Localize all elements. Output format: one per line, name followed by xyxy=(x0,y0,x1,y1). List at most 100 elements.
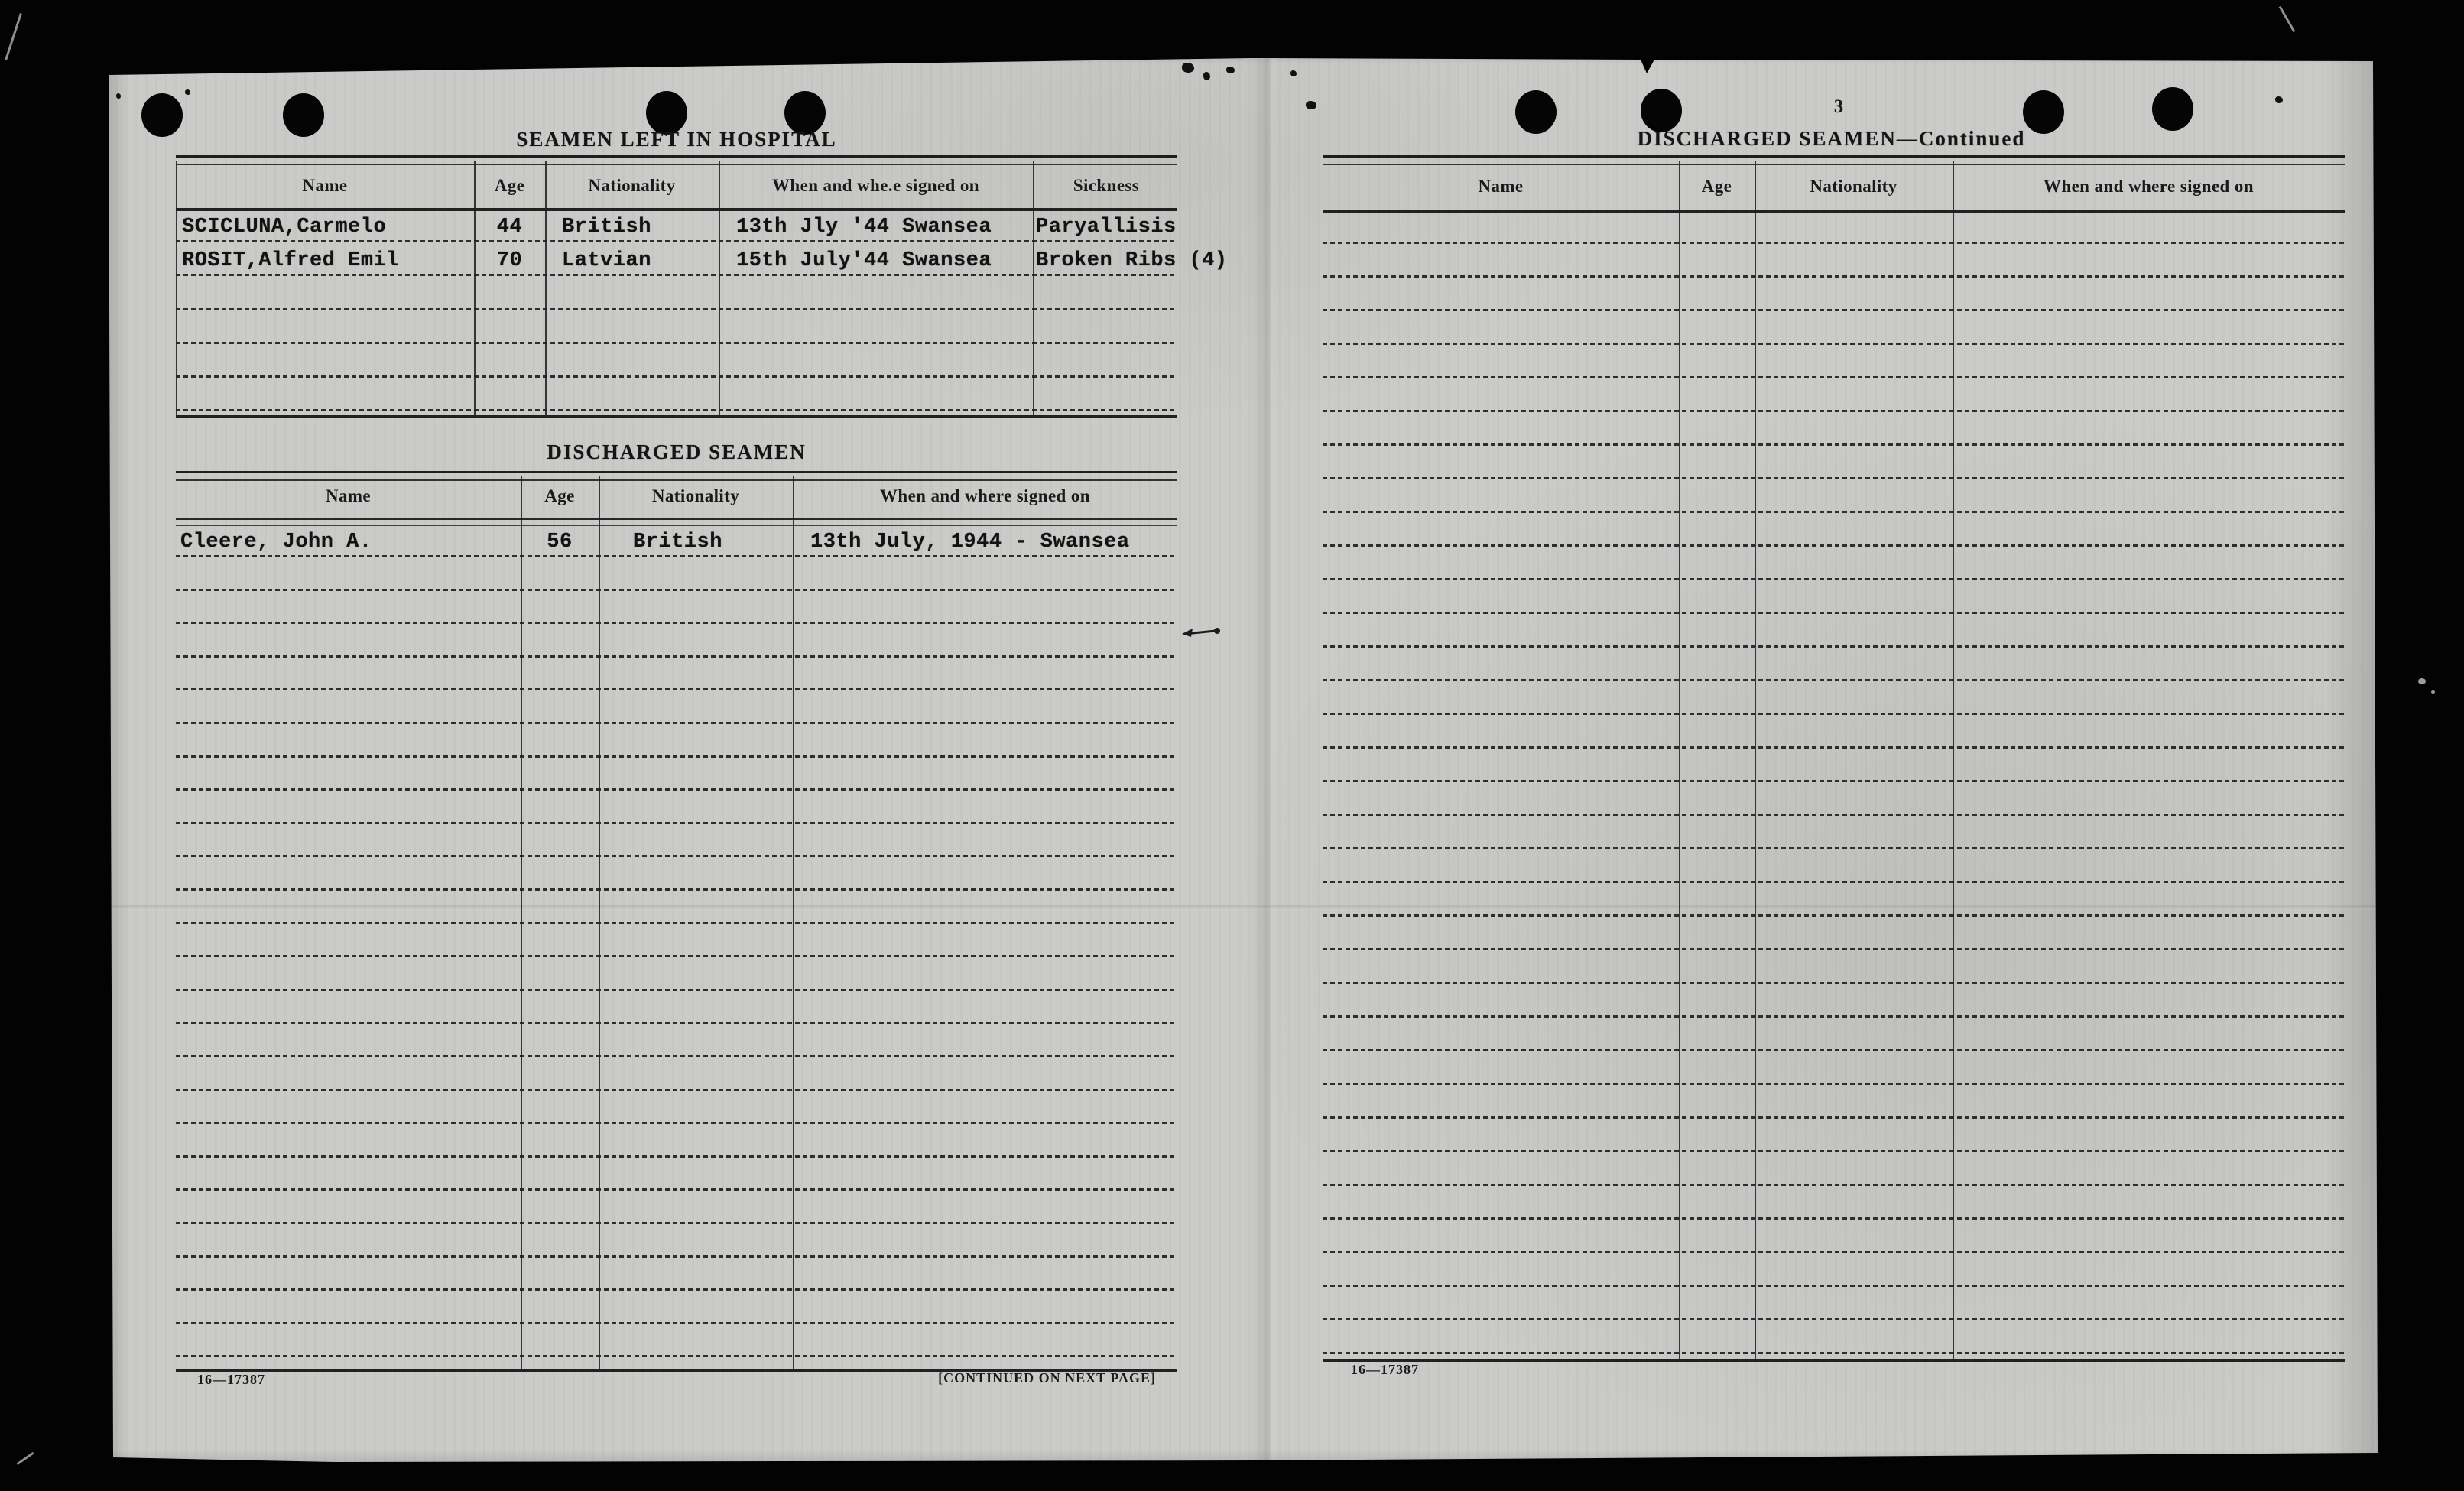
empty-table-row xyxy=(1323,547,2345,580)
scanner-scratch xyxy=(16,1451,34,1466)
column-header-sickness: Sickness xyxy=(1073,176,1140,195)
empty-table-row xyxy=(176,1090,1177,1125)
hospital-table: Name Age Nationality When and whe.e sign… xyxy=(176,155,1227,420)
empty-table-row xyxy=(1323,950,2345,984)
cell-sickness: Broken Ribs (4) xyxy=(1036,249,1228,273)
ink-speck xyxy=(185,89,190,95)
column-header-age: Age xyxy=(544,486,575,505)
empty-table-row xyxy=(176,557,1177,591)
hole-punch xyxy=(646,91,687,135)
empty-table-row xyxy=(1323,816,2345,849)
hospital-section-title: SEAMEN LEFT IN HOSPITAL xyxy=(516,128,837,151)
empty-table-row xyxy=(1323,311,2345,345)
hole-punch xyxy=(2152,87,2193,131)
empty-table-row xyxy=(176,378,1177,412)
empty-table-row xyxy=(1323,749,2345,782)
table-row: SCICLUNA,Carmelo 44 British 13th Jly '44 Sw… xyxy=(176,209,1177,243)
table-top-rule xyxy=(176,471,1177,481)
ink-speck xyxy=(1203,72,1210,80)
cell-nationality: Latvian xyxy=(562,249,651,273)
table-row: ROSIT,Alfred Emil 70 Latvian 15th July'44 S… xyxy=(176,242,1227,277)
empty-table-row xyxy=(1323,1085,2345,1119)
cell-signed-on: 15th July'44 Swansea xyxy=(736,249,992,273)
empty-table-row xyxy=(1323,715,2345,749)
hole-punch xyxy=(1515,90,1557,134)
scanner-dust-dot xyxy=(2431,690,2435,694)
hole-punch xyxy=(2023,90,2064,134)
ink-speck xyxy=(1306,101,1316,109)
empty-table-row xyxy=(1323,1320,2345,1354)
empty-table-row xyxy=(176,1257,1177,1291)
column-header-name: Name xyxy=(302,176,348,195)
cell-name: SCICLUNA,Carmelo xyxy=(182,216,387,239)
empty-table-row xyxy=(1323,378,2345,412)
empty-table-row xyxy=(176,690,1177,724)
empty-table-row xyxy=(176,590,1177,625)
column-header-signed-on: When and whe.e signed on xyxy=(772,176,979,195)
empty-table-row xyxy=(176,823,1177,858)
empty-table-row xyxy=(176,657,1177,691)
empty-table-row xyxy=(176,276,1177,310)
empty-table-row xyxy=(1323,614,2345,648)
empty-table-row xyxy=(176,757,1177,791)
empty-table-row xyxy=(1323,782,2345,816)
empty-table-row xyxy=(1323,1051,2345,1085)
empty-table-row xyxy=(1323,1186,2345,1220)
empty-table-row xyxy=(1323,849,2345,883)
ink-speck xyxy=(116,93,121,99)
handwritten-arrow-mark xyxy=(1182,628,1220,637)
column-header-nationality: Nationality xyxy=(588,176,676,195)
empty-table-row xyxy=(176,857,1177,891)
empty-table-row xyxy=(1323,883,2345,917)
column-header-name: Name xyxy=(1478,177,1524,196)
cell-age: 70 xyxy=(496,249,523,273)
cell-age: 44 xyxy=(496,216,523,239)
empty-table-row xyxy=(1323,446,2345,479)
empty-table-row xyxy=(1323,681,2345,715)
table-top-rule xyxy=(1323,155,2345,165)
column-header-signed-on: When and where signed on xyxy=(2043,177,2254,196)
table-row: Cleere, John A. 56 British 13th July, 1944 … xyxy=(176,524,1177,557)
hole-punch xyxy=(141,93,183,137)
continued-table-body xyxy=(1323,155,2345,1368)
scanner-dust-dot xyxy=(2418,678,2426,684)
cell-signed-on: 13th July, 1944 - Swansea xyxy=(810,530,1130,554)
column-header-nationality: Nationality xyxy=(651,486,740,505)
empty-table-row xyxy=(1323,412,2345,446)
hole-punch xyxy=(1641,89,1682,132)
empty-table-row xyxy=(1323,210,2345,244)
empty-table-row xyxy=(176,1291,1177,1324)
ink-speck xyxy=(1226,67,1235,73)
table-bottom-rule xyxy=(176,1369,1177,1372)
empty-table-row xyxy=(1323,513,2345,547)
empty-table-row xyxy=(1323,345,2345,378)
continuation-note: [CONTINUED ON NEXT PAGE] xyxy=(938,1370,1156,1385)
hole-punch xyxy=(784,91,826,135)
scanner-scratch xyxy=(5,13,22,60)
discharged-continued-title: DISCHARGED SEAMEN—Continued xyxy=(1637,127,2026,150)
hospital-table-body: SCICLUNA,Carmelo 44 British 13th Jly '44 Sw… xyxy=(176,155,1227,420)
cell-age: 56 xyxy=(547,530,573,554)
empty-table-row xyxy=(176,1124,1177,1158)
page-number: 3 xyxy=(1833,96,1844,117)
empty-table-row xyxy=(1323,580,2345,614)
empty-table-row xyxy=(176,1224,1177,1258)
empty-table-row xyxy=(1323,1287,2345,1320)
column-header-age: Age xyxy=(494,176,525,195)
empty-table-row xyxy=(176,957,1177,991)
column-header-age: Age xyxy=(1701,177,1732,196)
empty-table-row xyxy=(1323,1220,2345,1253)
discharged-section-title: DISCHARGED SEAMEN xyxy=(547,440,807,463)
form-number: 16—17387 xyxy=(197,1372,265,1387)
empty-table-row xyxy=(176,310,1177,344)
ink-speck xyxy=(1182,63,1194,73)
scanned-document-page: SEAMEN LEFT IN HOSPITAL Name Age Nationa… xyxy=(109,58,2378,1462)
empty-table-row xyxy=(1323,917,2345,950)
discharged-continued-table: Name Age Nationality When and where sign… xyxy=(1323,155,2345,1368)
table-bottom-rule xyxy=(176,415,1177,418)
column-header-nationality: Nationality xyxy=(1810,177,1898,196)
empty-table-row xyxy=(1323,1152,2345,1186)
cell-nationality: British xyxy=(562,216,651,239)
empty-table-row xyxy=(1323,648,2345,681)
ink-speck xyxy=(2275,96,2283,103)
